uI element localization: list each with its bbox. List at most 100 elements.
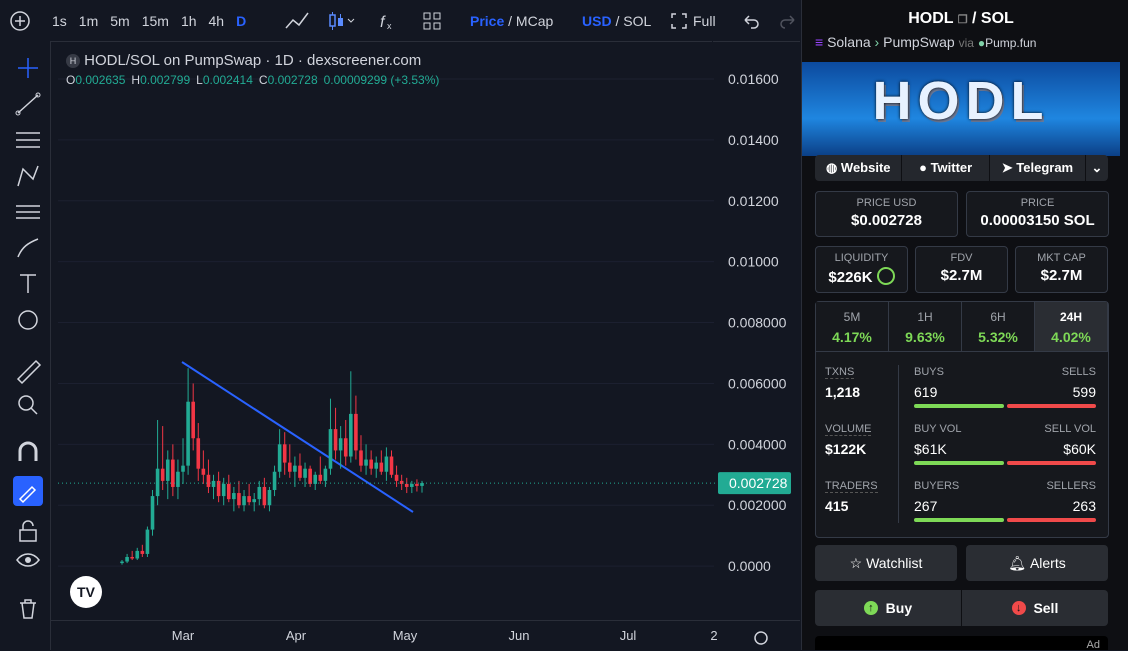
right-label: SELLS <box>1061 366 1096 378</box>
svg-text:f: f <box>380 14 386 31</box>
candle-body <box>399 480 404 484</box>
x-tick-label: Apr <box>286 628 307 643</box>
watchlist-button[interactable]: ☆ Watchlist <box>815 545 957 581</box>
period-tab[interactable]: 1H 9.63% <box>889 302 962 352</box>
interval-option[interactable]: 4h <box>208 13 225 29</box>
interval-option[interactable]: 1s <box>52 13 67 29</box>
candle-body <box>171 459 175 487</box>
row-label: VOLUME <box>825 423 872 436</box>
right-value: 599 <box>1072 384 1096 400</box>
y-tick-label: 0.002000 <box>728 497 787 513</box>
trend-line <box>181 361 414 513</box>
last-price-label: 0.002728 <box>729 475 788 491</box>
candle-body <box>120 561 124 564</box>
fullscreen-button[interactable]: Full <box>693 13 716 29</box>
price-usd-value: $0.002728 <box>851 212 922 229</box>
settings-icon[interactable] <box>754 631 768 645</box>
candle-body <box>211 480 216 487</box>
banner: HODL <box>802 62 1120 156</box>
interval-option[interactable]: 1h <box>180 13 197 29</box>
candle-body <box>165 459 170 481</box>
right-label: SELLERS <box>1046 480 1096 492</box>
candle-body <box>287 462 292 472</box>
via: via <box>958 36 974 50</box>
period-tab[interactable]: 5M 4.17% <box>816 302 889 352</box>
more-links[interactable]: ⌄ <box>1091 160 1103 175</box>
row-label: TRADERS <box>825 480 878 493</box>
website-link[interactable]: ◍ Website <box>815 155 903 181</box>
ad-box: Ad <box>815 636 1108 651</box>
left-label: BUYERS <box>914 480 960 492</box>
candle-body <box>186 401 190 466</box>
candle-body <box>267 490 272 506</box>
candle-body <box>293 465 297 472</box>
candle-body <box>226 483 231 500</box>
candle-body <box>206 474 211 487</box>
buy-bar <box>914 461 1004 465</box>
period-change: 5.32% <box>978 329 1018 345</box>
stat-label: LIQUIDITY <box>834 252 889 264</box>
left-value: 267 <box>914 498 938 514</box>
x-tick-label: Jul <box>620 628 637 643</box>
interval-option[interactable]: 5m <box>110 13 130 29</box>
left-value: 619 <box>914 384 938 400</box>
pair-source: ≡ Solana › PumpSwap via ●Pump.fun <box>815 34 1036 50</box>
period-tab[interactable]: 24H 4.02% <box>1035 302 1108 352</box>
lock-icon <box>876 267 895 285</box>
candle-body <box>354 413 358 451</box>
y-tick-label: 0.01400 <box>728 132 779 148</box>
candle-body <box>272 471 277 491</box>
buy-bar <box>914 518 1004 522</box>
candle-body <box>221 483 226 497</box>
period-change: 4.17% <box>832 329 872 345</box>
period-change: 9.63% <box>905 329 945 345</box>
candle-body <box>242 496 246 506</box>
price-usd-box: PRICE USD $0.002728 <box>815 191 958 237</box>
x-tick-label: 2 <box>710 628 717 643</box>
chain: Solana <box>827 34 871 50</box>
candle-body <box>181 465 185 472</box>
ohlc-key: C <box>258 73 268 87</box>
interval-option[interactable]: 15m <box>141 13 169 29</box>
stat-value: $2.7M <box>1016 267 1107 284</box>
chart-legend: H HODL/SOL on PumpSwap · 1D · dexscreene… <box>66 52 421 69</box>
pair-sep: / <box>972 10 977 27</box>
period-tab[interactable]: 6H 5.32% <box>962 302 1035 352</box>
usd-option[interactable]: USD <box>582 13 612 29</box>
price-change: 0.00009299 (+3.53%) <box>323 73 440 87</box>
period-change: 4.02% <box>1051 329 1091 345</box>
interval-option[interactable]: D <box>236 13 247 29</box>
copy-icon[interactable]: ❐ <box>957 14 968 26</box>
twitter-link[interactable]: ● Twitter <box>902 155 990 181</box>
ohlc-value: 0.002799 <box>140 73 191 87</box>
interval-option[interactable]: 1m <box>78 13 99 29</box>
candle-body <box>135 550 140 559</box>
price-option[interactable]: Price <box>470 13 505 29</box>
mcap-option[interactable]: MCap <box>515 13 554 29</box>
candle-body <box>374 462 379 469</box>
price-usd-label: PRICE USD <box>856 197 917 209</box>
sell-button[interactable]: ↓ Sell <box>962 590 1108 626</box>
buy-bar <box>914 404 1004 408</box>
telegram-link[interactable]: ➤ Telegram <box>990 155 1086 181</box>
row-total: $122K <box>825 441 867 457</box>
separator: / <box>615 13 620 29</box>
alerts-button[interactable]: 🔔︎ Alerts <box>966 545 1108 581</box>
candle-body <box>318 474 323 481</box>
sol-option[interactable]: SOL <box>623 13 652 29</box>
candle-body <box>394 474 399 481</box>
links-bar: ◍ Website ● Twitter ➤ Telegram ⌄ <box>815 155 1108 181</box>
candle-body <box>389 456 394 475</box>
candle-body <box>125 556 129 562</box>
candle-body <box>313 474 318 484</box>
stat-text: $2.7M <box>1040 267 1083 284</box>
buy-button[interactable]: ↑ Buy <box>815 590 961 626</box>
currency-toggle[interactable]: USD / SOL <box>582 13 651 29</box>
ohlc-value: 0.002635 <box>75 73 126 87</box>
indicators-icon[interactable] <box>422 11 442 31</box>
price-mcap-toggle[interactable]: Price / MCap <box>470 13 553 29</box>
add-symbol-icon[interactable] <box>8 9 32 33</box>
y-tick-label: 0.004000 <box>728 436 787 452</box>
candle-body <box>333 429 338 451</box>
website: Website <box>840 160 891 175</box>
